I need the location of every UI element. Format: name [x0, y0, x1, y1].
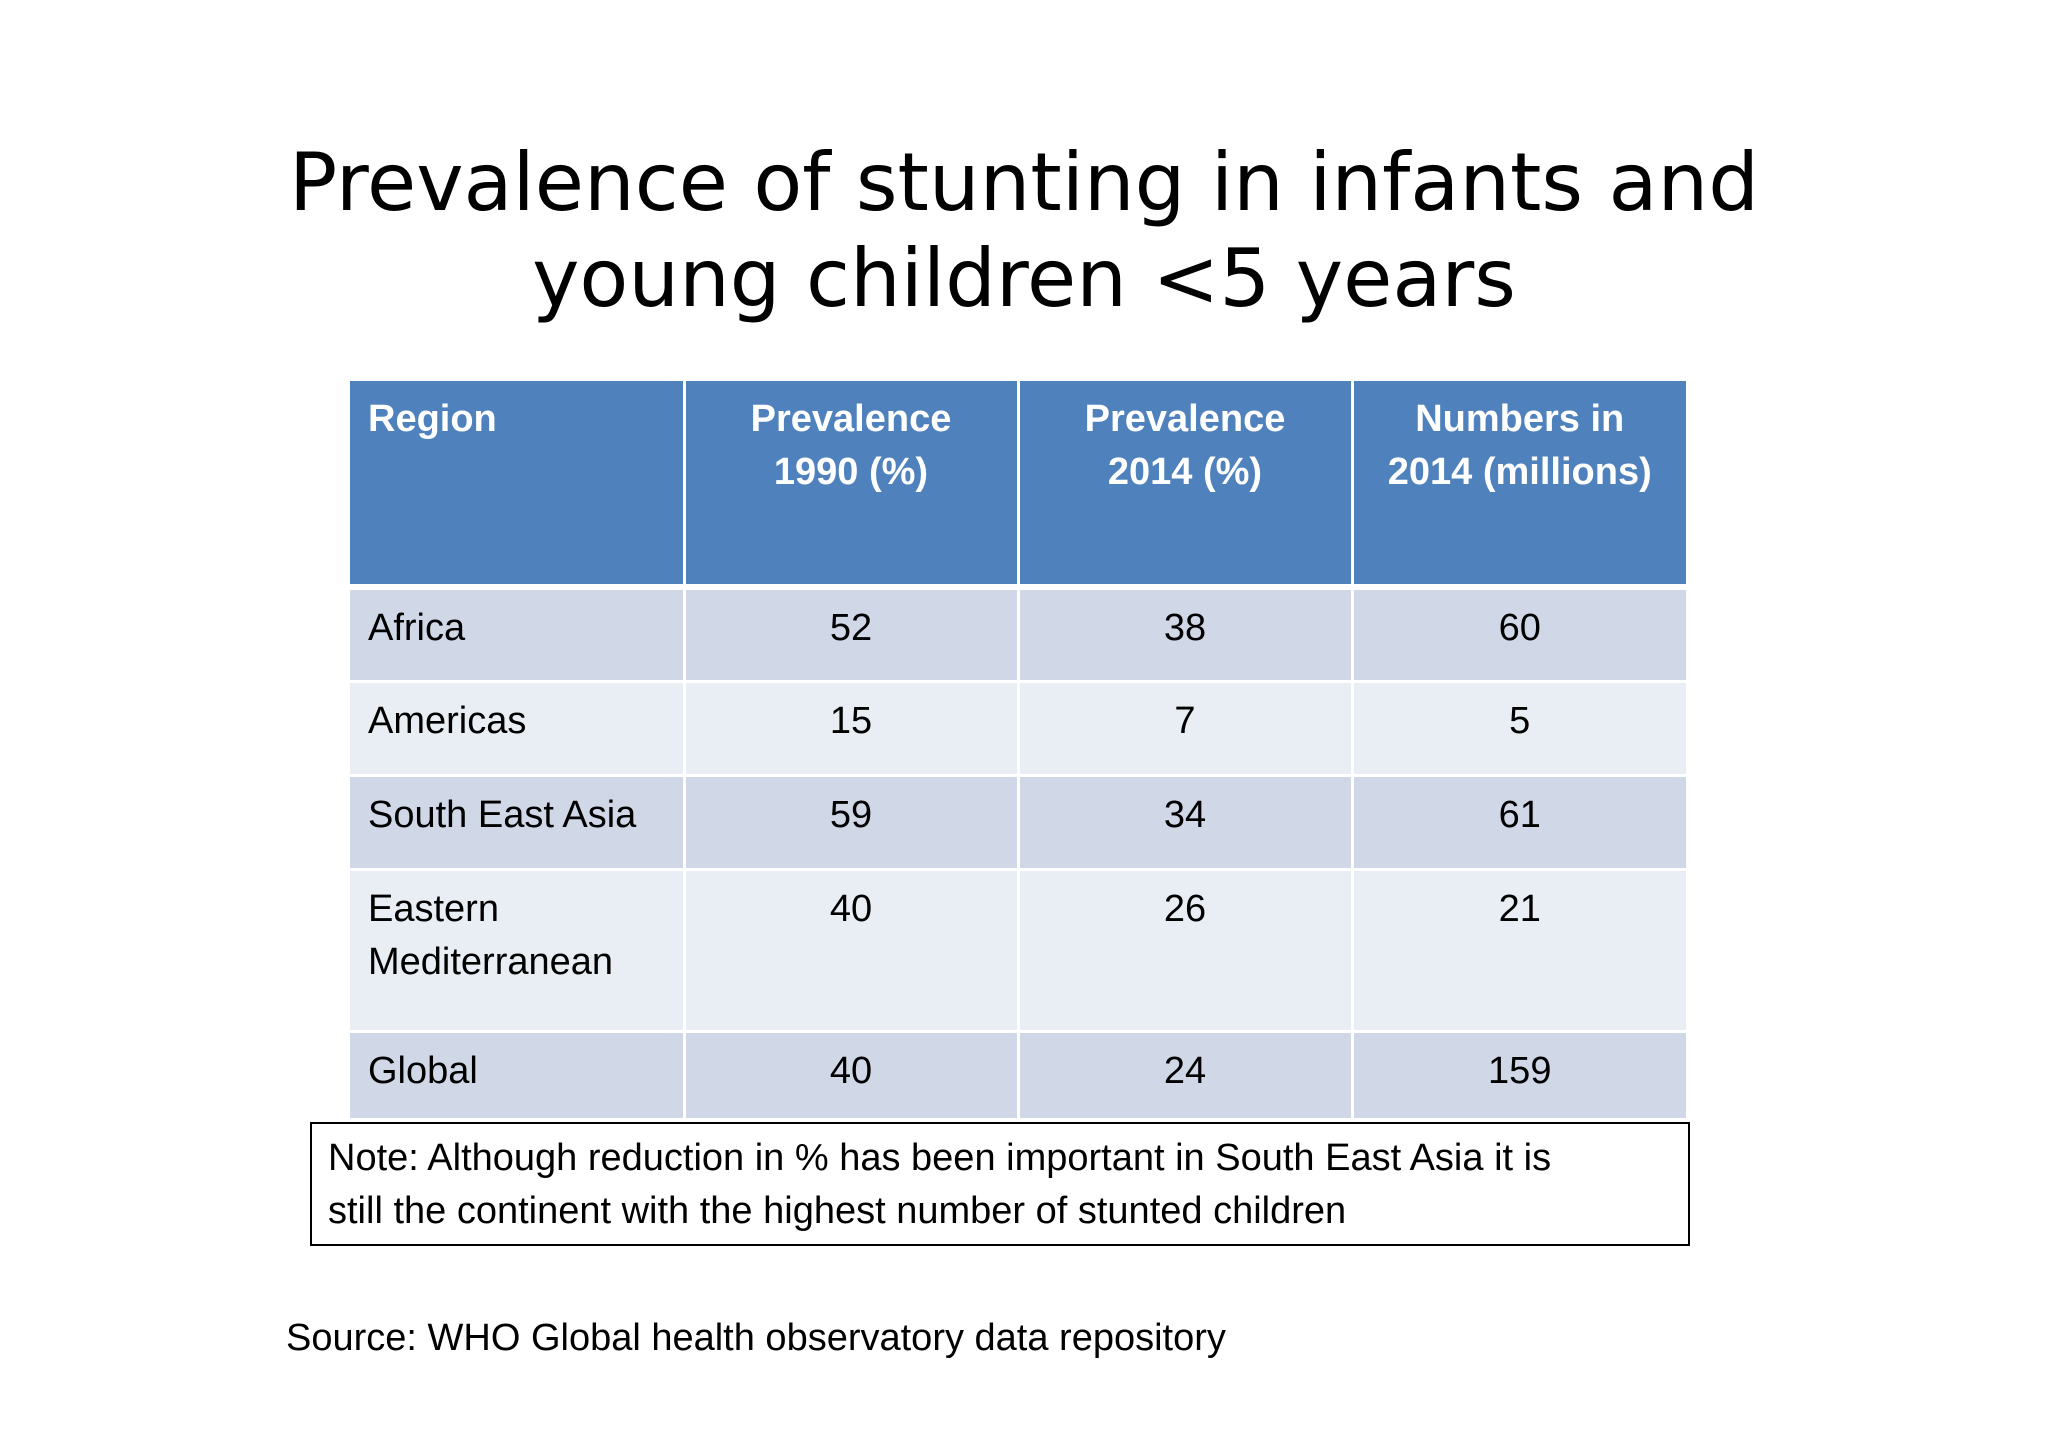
- header-prevalence-2014: Prevalence 2014 (%): [1018, 381, 1354, 590]
- cell-numbers-2014: 159: [1352, 1031, 1686, 1121]
- title-line-1: Prevalence of stunting in infants and: [289, 136, 1759, 229]
- title-line-2: young children <5 years: [532, 232, 1516, 325]
- cell-prevalence-1990: 40: [684, 1031, 1020, 1121]
- cell-numbers-2014: 61: [1352, 775, 1686, 871]
- cell-numbers-2014: 60: [1352, 587, 1686, 683]
- table-row: South East Asia 59 34 61: [350, 775, 1686, 871]
- cell-prevalence-2014: 24: [1018, 1031, 1354, 1121]
- stunting-table: Region Prevalence 1990 (%) Prevalence 20…: [350, 381, 1686, 1121]
- cell-region: South East Asia: [350, 775, 686, 871]
- cell-region: Global: [350, 1031, 686, 1121]
- cell-numbers-2014: 5: [1352, 681, 1686, 777]
- cell-prevalence-2014: 7: [1018, 681, 1354, 777]
- cell-prevalence-1990: 15: [684, 681, 1020, 777]
- cell-region: Eastern Mediterranean: [350, 869, 686, 1033]
- cell-prevalence-1990: 52: [684, 587, 1020, 683]
- table-row: Global 40 24 159: [350, 1031, 1686, 1121]
- cell-prevalence-2014: 34: [1018, 775, 1354, 871]
- header-region: Region: [350, 381, 686, 590]
- cell-prevalence-1990: 59: [684, 775, 1020, 871]
- cell-numbers-2014: 21: [1352, 869, 1686, 1033]
- table-row: Americas 15 7 5: [350, 681, 1686, 777]
- cell-prevalence-1990: 40: [684, 869, 1020, 1033]
- slide-title: Prevalence of stunting in infants and yo…: [0, 135, 2048, 327]
- source-citation: Source: WHO Global health observatory da…: [286, 1317, 1226, 1359]
- table-header-row: Region Prevalence 1990 (%) Prevalence 20…: [350, 381, 1686, 590]
- note-line-1: Note: Although reduction in % has been i…: [328, 1137, 1552, 1179]
- cell-prevalence-2014: 38: [1018, 587, 1354, 683]
- cell-prevalence-2014: 26: [1018, 869, 1354, 1033]
- table-row: Africa 52 38 60: [350, 587, 1686, 683]
- cell-region: Americas: [350, 681, 686, 777]
- note-line-2: still the continent with the highest num…: [328, 1190, 1347, 1232]
- table-row: Eastern Mediterranean 40 26 21: [350, 869, 1686, 1033]
- cell-region: Africa: [350, 587, 686, 683]
- header-prevalence-1990: Prevalence 1990 (%): [684, 381, 1020, 590]
- header-numbers-2014: Numbers in 2014 (millions): [1352, 381, 1686, 590]
- note-box: Note: Although reduction in % has been i…: [310, 1122, 1690, 1246]
